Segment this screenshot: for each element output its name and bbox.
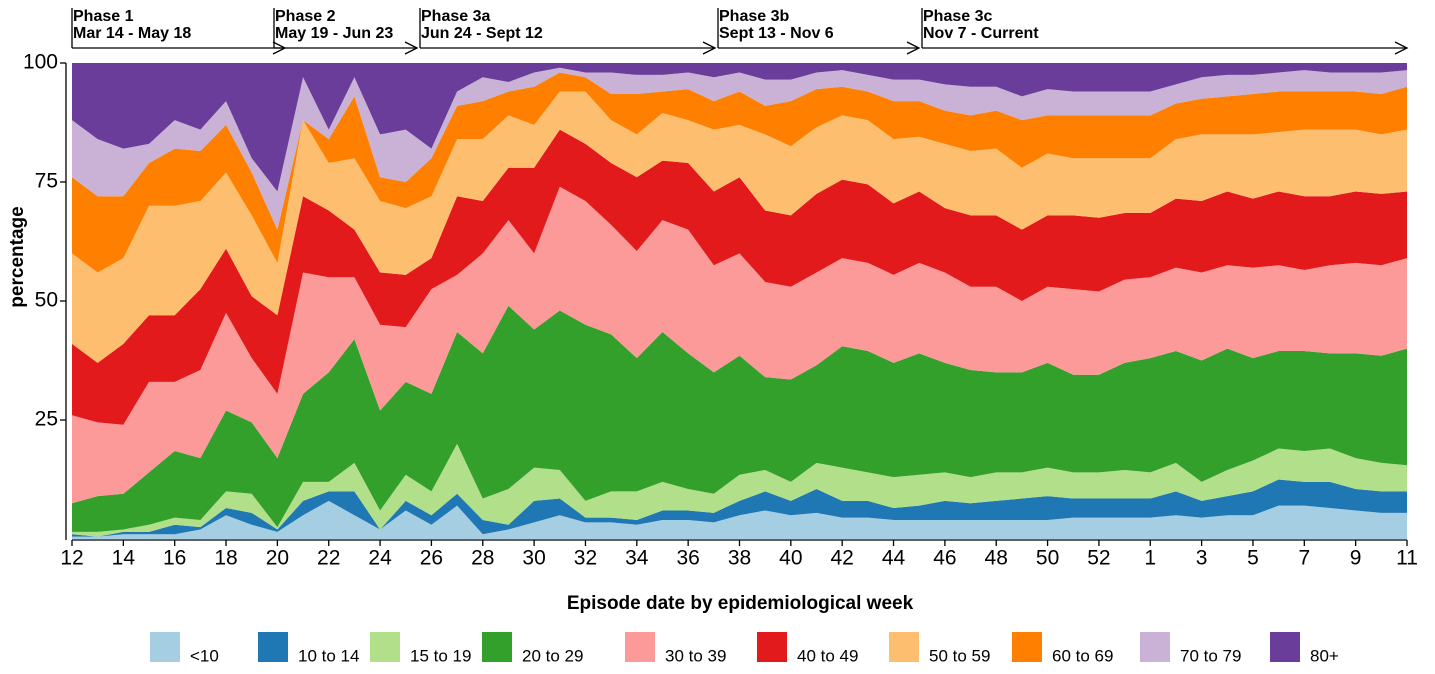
legend-swatch [258, 632, 288, 662]
phase-dates: Jun 24 - Sept 12 [421, 25, 543, 42]
phase-dates: Sept 13 - Nov 6 [719, 25, 834, 42]
x-tick-label: 7 [1298, 547, 1310, 570]
x-tick-label: 34 [625, 547, 649, 570]
x-tick-label: 36 [676, 547, 699, 570]
legend-label: 60 to 69 [1052, 646, 1113, 665]
y-axis-title: percentage [7, 206, 28, 307]
legend-swatch [757, 632, 787, 662]
phase-title: Phase 1 [73, 8, 134, 25]
legend-swatch [889, 632, 919, 662]
x-tick-label: 46 [933, 547, 956, 570]
x-tick-label: 5 [1247, 547, 1259, 570]
area [72, 91, 1407, 363]
x-tick-label: 11 [1396, 547, 1418, 570]
legend-label: 70 to 79 [1180, 646, 1241, 665]
phase-dates: Mar 14 - May 18 [73, 25, 191, 42]
x-tick-label: 18 [214, 547, 237, 570]
phase-dates: May 19 - Jun 23 [275, 25, 393, 42]
x-tick-label: 28 [471, 547, 494, 570]
phase-dates: Nov 7 - Current [923, 25, 1039, 42]
legend-swatch [1270, 632, 1300, 662]
x-tick-label: 50 [1036, 547, 1059, 570]
x-tick-label: 38 [728, 547, 751, 570]
legend-label: 30 to 39 [665, 646, 726, 665]
area [72, 129, 1407, 425]
y-tick-label: 50 [35, 289, 58, 312]
legend-label: 15 to 19 [410, 646, 471, 665]
x-tick-label: 22 [317, 547, 340, 570]
legend-swatch [150, 632, 180, 662]
area [72, 186, 1407, 504]
legend-swatch [1140, 632, 1170, 662]
phase-arrowhead [404, 41, 419, 55]
legend-label: 20 to 29 [522, 646, 583, 665]
x-tick-label: 30 [522, 547, 545, 570]
phase-arrowhead [906, 41, 921, 55]
area [72, 443, 1407, 537]
x-tick-label: 44 [882, 547, 906, 570]
y-tick-label: 25 [35, 408, 58, 431]
area [72, 63, 1407, 192]
phase-title: Phase 3b [719, 8, 789, 25]
x-tick-label: 16 [163, 547, 186, 570]
x-tick-label: 9 [1350, 547, 1362, 570]
x-tick-label: 52 [1087, 547, 1110, 570]
x-tick-label: 48 [985, 547, 1008, 570]
x-tick-label: 40 [779, 547, 802, 570]
x-tick-label: 32 [574, 547, 597, 570]
phase-arrowhead [702, 41, 717, 55]
phase-title: Phase 3c [923, 8, 992, 25]
area [72, 72, 1407, 273]
phase-title: Phase 3a [421, 8, 490, 25]
legend-swatch [625, 632, 655, 662]
x-tick-label: 24 [368, 547, 392, 570]
legend-swatch [1012, 632, 1042, 662]
x-tick-label: 42 [831, 547, 854, 570]
area [72, 305, 1407, 532]
x-tick-label: 1 [1144, 547, 1156, 570]
phase-title: Phase 2 [275, 8, 336, 25]
x-tick-label: 26 [420, 547, 443, 570]
legend-label: 80+ [1310, 646, 1339, 665]
legend-label: <10 [190, 646, 219, 665]
legend-label: 50 to 59 [929, 646, 990, 665]
x-tick-label: 3 [1196, 547, 1208, 570]
legend-swatch [482, 632, 512, 662]
x-axis-title: Episode date by epidemiological week [567, 593, 914, 614]
x-tick-label: 12 [60, 547, 83, 570]
y-tick-label: 75 [35, 170, 58, 193]
area [72, 479, 1407, 537]
x-tick-label: 20 [266, 547, 289, 570]
legend-swatch [370, 632, 400, 662]
area [72, 67, 1407, 230]
x-tick-label: 14 [112, 547, 136, 570]
phase-arrowhead [1394, 41, 1409, 55]
legend-label: 10 to 14 [298, 646, 359, 665]
legend-label: 40 to 49 [797, 646, 858, 665]
y-tick-label: 100 [23, 51, 58, 74]
